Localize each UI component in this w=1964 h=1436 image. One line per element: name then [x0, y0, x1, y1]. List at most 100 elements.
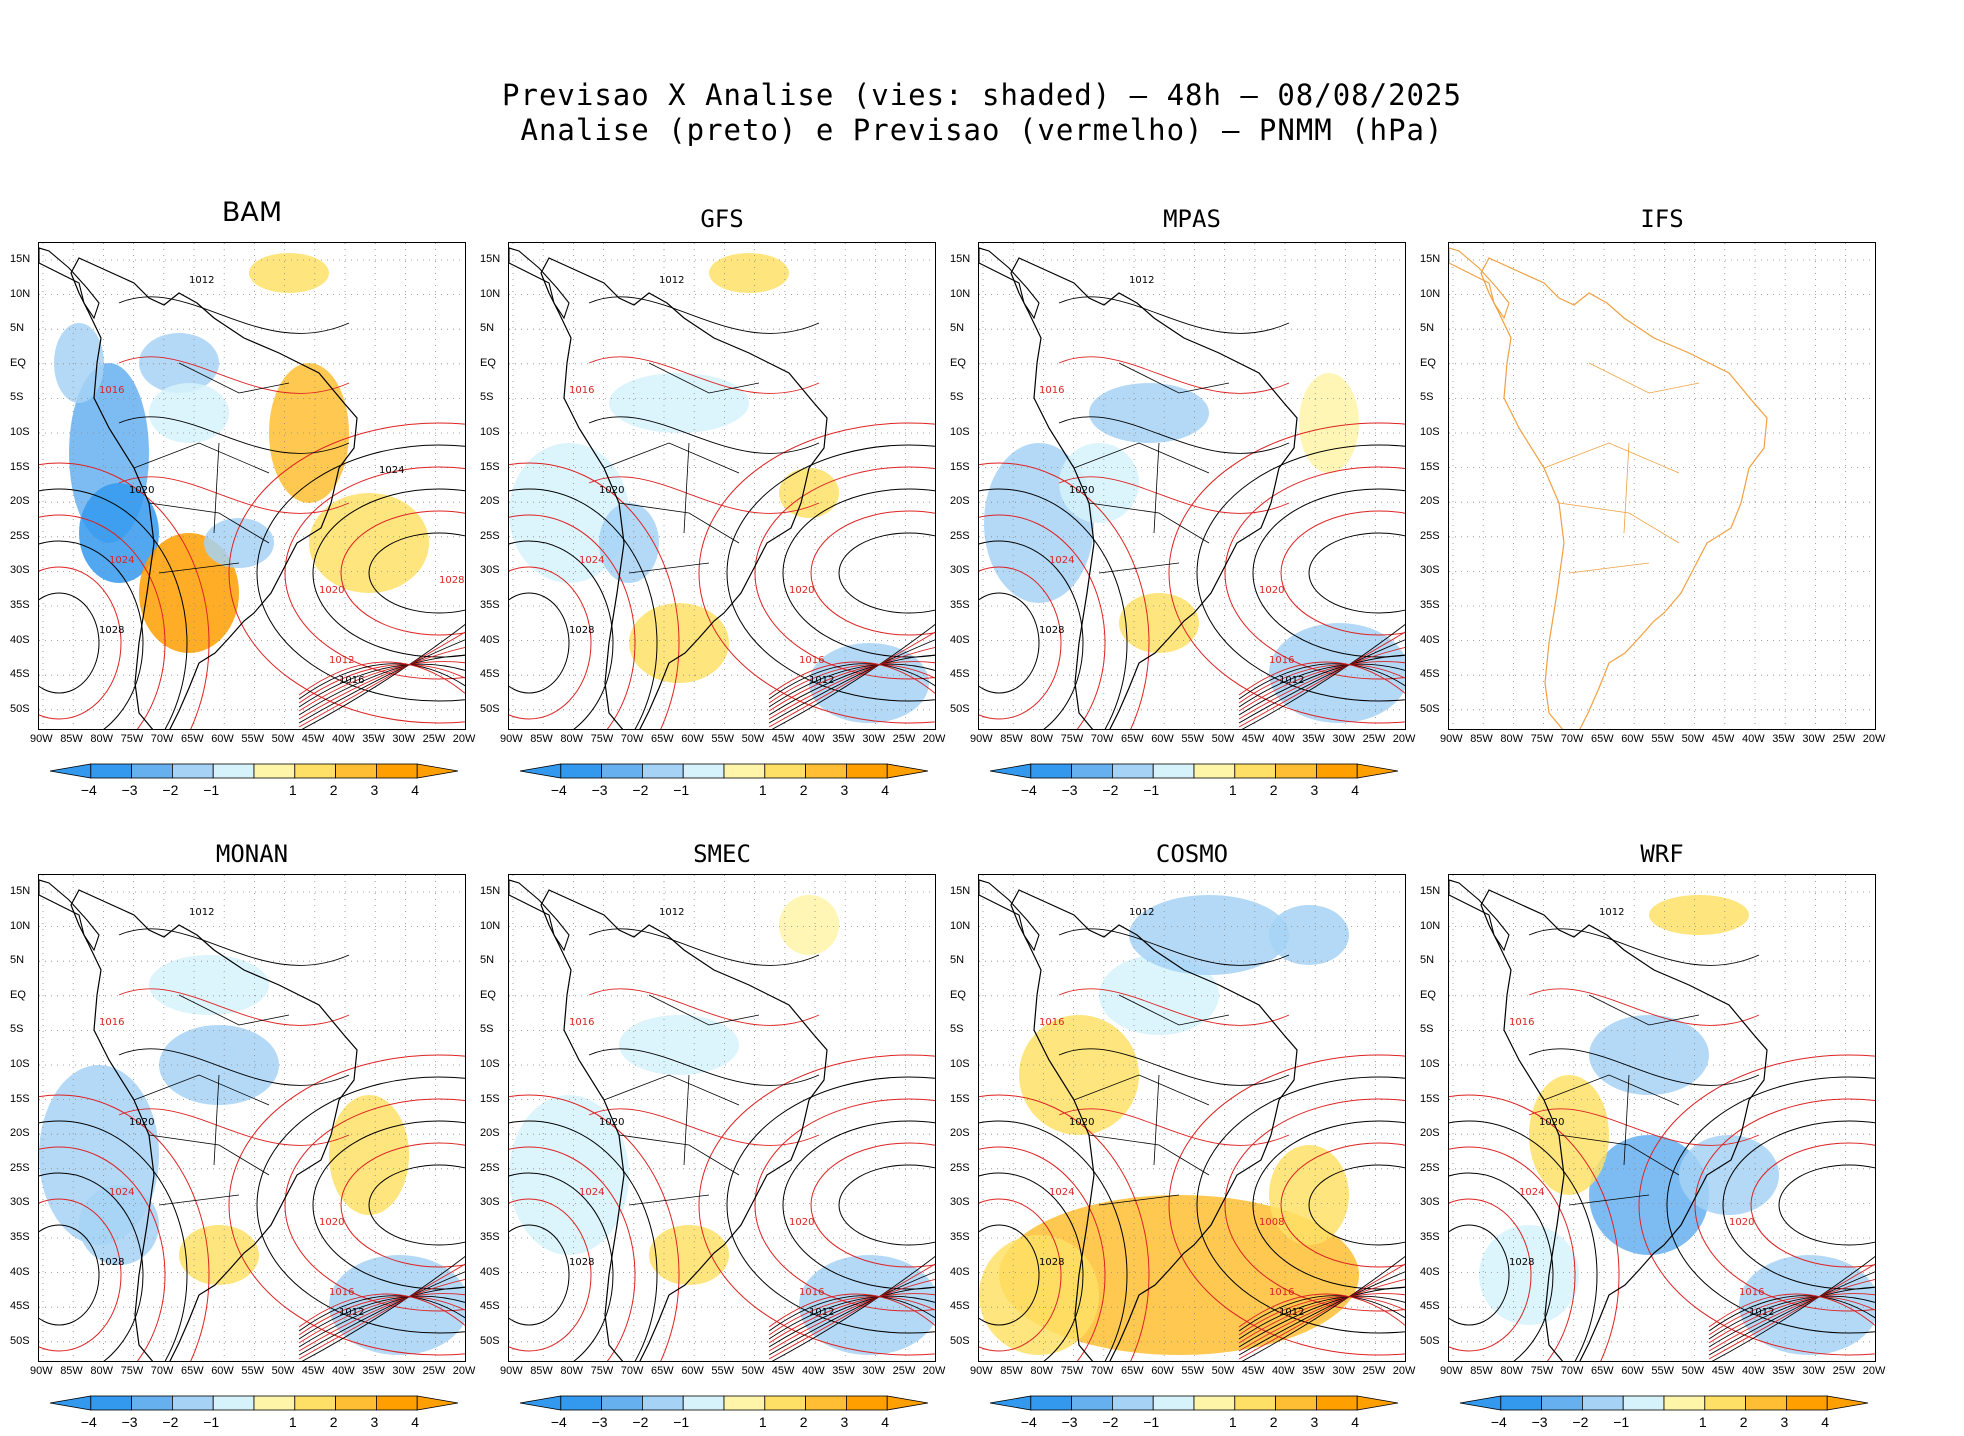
map-panel-ifs [1448, 242, 1876, 730]
isobar-contour [1238, 1286, 1405, 1348]
lat-tick-label: 10S [480, 1058, 500, 1070]
isobar-contour [771, 623, 935, 729]
lat-tick-label: 40S [480, 1265, 500, 1278]
isobar-contour [1238, 663, 1405, 708]
lon-tick-label: 90W [500, 733, 523, 745]
country-border [1623, 442, 1630, 534]
bias-shading [249, 253, 329, 293]
country-border [648, 994, 760, 1026]
lat-tick-label: 5S [480, 391, 494, 404]
isobar-contour [298, 1286, 465, 1348]
lat-tick-label: 45S [10, 1300, 30, 1313]
isobar-contour [979, 1146, 1106, 1361]
continent-coastline [1010, 889, 1298, 1361]
isobar-contour [118, 1048, 350, 1086]
lat-tick-label: 25S [480, 1161, 500, 1174]
isobar-label: 1012 [659, 907, 684, 918]
lat-tick-label: 5N [480, 322, 495, 335]
colorbar-label: −2 [162, 782, 179, 798]
map-svg-cosmo: 1012 1016 1020 1024 1028 1016 1012 1008 [979, 875, 1405, 1361]
bias-shading [54, 323, 104, 403]
lon-tick-label: 90W [1440, 1365, 1463, 1377]
bias-shading [1269, 1145, 1349, 1245]
lat-tick-label: 10N [10, 287, 31, 300]
isobar-label: 1020 [1729, 1217, 1754, 1228]
lat-tick-label: 40S [480, 633, 500, 646]
isobar-contour [1778, 1164, 1875, 1246]
isobar-contour [1238, 647, 1405, 720]
lat-tick-label: 25S [1420, 1161, 1440, 1174]
colorbar-segment [253, 763, 296, 779]
isobar-contour [1722, 1120, 1875, 1290]
colorbar-segment [1071, 1395, 1113, 1411]
country-border [1568, 1194, 1650, 1206]
colorbar-segment [90, 1395, 132, 1411]
colorbar-mpas [989, 763, 1399, 779]
country-border [1543, 442, 1680, 474]
colorbar-segment [723, 1395, 766, 1411]
isobar-contour [768, 1296, 935, 1336]
country-border [628, 1194, 710, 1206]
lon-tick-label: 80W [90, 1365, 114, 1377]
country-border [178, 994, 290, 1026]
lat-tick-label: EQ [10, 988, 26, 1001]
colorbar-segment [335, 763, 377, 779]
colorbar-label: 2 [329, 782, 338, 798]
colorbar-segment [805, 1395, 847, 1411]
colorbar-label: −3 [1531, 1414, 1548, 1430]
colorbar-label: −4 [550, 1414, 567, 1430]
colorbar-label: 3 [840, 782, 849, 798]
isobar-contour [228, 1054, 465, 1356]
colorbar-segment [989, 1395, 1032, 1411]
isobar-contour [1238, 661, 1405, 696]
isobar-label: 1016 [339, 675, 364, 686]
isobar-contour [1711, 1255, 1875, 1361]
bias-shading [779, 895, 839, 955]
panel-title-gfs: GFS [700, 205, 744, 233]
lat-tick-label: 15N [1420, 885, 1441, 897]
lon-tick-label: 50W [1211, 733, 1235, 745]
isobar-contour [588, 356, 820, 394]
isobar-contour [979, 1224, 1040, 1326]
isobar-contour [1750, 1142, 1875, 1268]
isobar-contour [782, 1120, 935, 1290]
lat-tick-label: 10N [1420, 919, 1441, 932]
isobar-contour [1252, 1120, 1405, 1290]
isobar-contour [1238, 1271, 1405, 1356]
lat-tick-label: 15N [480, 253, 501, 265]
lon-tick-label: 45W [1711, 1365, 1735, 1377]
bias-shading [709, 253, 789, 293]
isobar-contour [118, 296, 350, 334]
lon-tick-label: 75W [1530, 1365, 1554, 1377]
colorbar-segment [416, 1395, 459, 1411]
isobar-contour [1528, 1108, 1760, 1146]
isobar-contour [509, 488, 658, 729]
isobar-contour [768, 1271, 935, 1356]
lon-tick-label: 70W [1560, 1365, 1584, 1377]
colorbar-segment [1541, 1395, 1583, 1411]
lat-tick-label: 25S [950, 529, 970, 542]
lat-tick-label: 30S [1420, 1196, 1440, 1209]
colorbar-segment [642, 1395, 684, 1411]
isobar-contour [1058, 356, 1290, 394]
isobar-contour [228, 422, 465, 724]
map-panel-smec: 1012 1016 1020 1024 1028 1016 1012 1020 [508, 874, 936, 1362]
isobar-contour [368, 1164, 465, 1246]
lat-tick-label: 35S [480, 1231, 500, 1243]
isobar-label: 1020 [1069, 485, 1094, 496]
lat-tick-label: 45S [10, 668, 30, 681]
isobar-contour [1238, 1293, 1405, 1344]
colorbar-label: −3 [1061, 1414, 1078, 1430]
lon-tick-label: 30W [392, 733, 416, 745]
lon-tick-label: 75W [120, 1365, 144, 1377]
isobar-contour [979, 1172, 1084, 1361]
country-border [1588, 994, 1700, 1026]
isobar-contour [768, 1279, 935, 1352]
colorbar-segment [1785, 1395, 1828, 1411]
lat-tick-label: 10S [1420, 1058, 1440, 1070]
lon-tick-label: 60W [1621, 1365, 1644, 1377]
isobar-contour [1058, 476, 1290, 514]
lat-tick-label: 35S [950, 1231, 970, 1243]
isobar-contour [1708, 1263, 1875, 1360]
isobar-label: 1020 [599, 1117, 624, 1128]
